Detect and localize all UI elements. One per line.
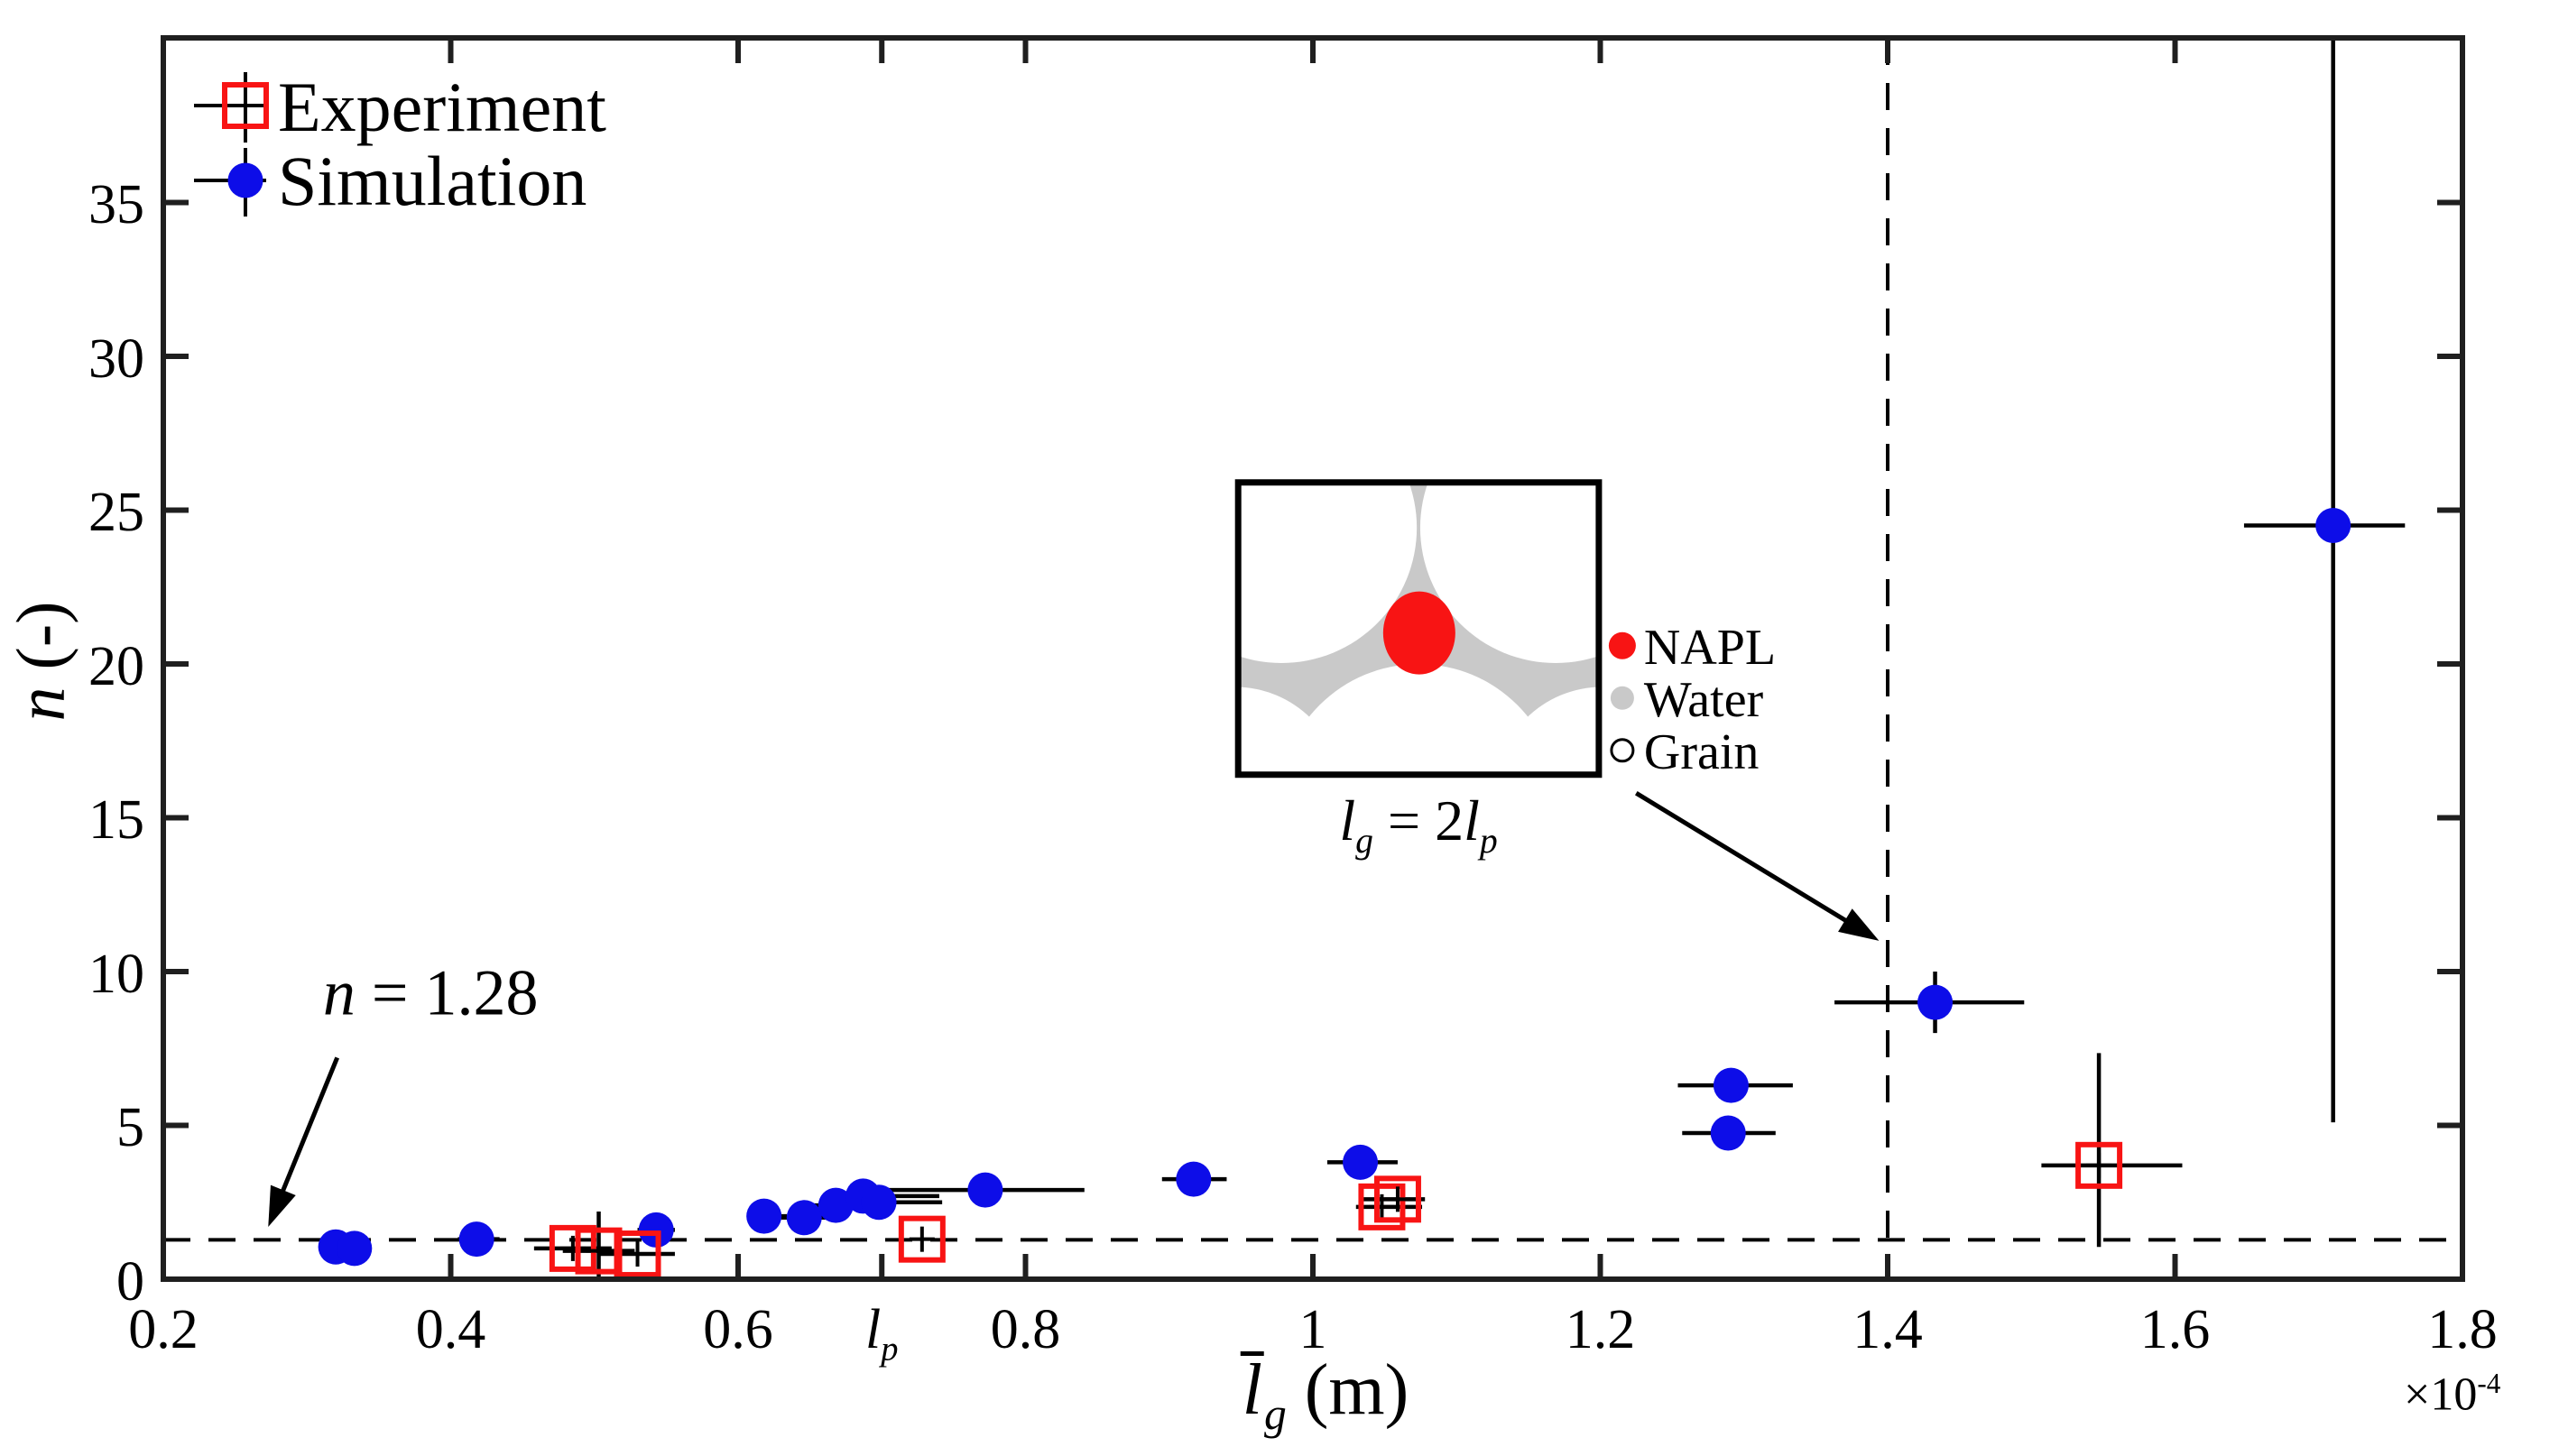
x-tick-label-1.8: 1.8: [2427, 1299, 2498, 1360]
inset-legend-label-napl: NAPL: [1643, 619, 1777, 676]
legend-label-experiment: Experiment: [278, 72, 606, 143]
inset-grain-circle: [1281, 664, 1556, 775]
experiment-point: [898, 1215, 946, 1263]
experiment-point: [2075, 1141, 2123, 1189]
simulation-point: [1917, 984, 1954, 1020]
experiment-point: [549, 1224, 596, 1272]
x-tick-label-1: 1: [1298, 1299, 1327, 1360]
grain-circle: [1610, 738, 1635, 763]
x-tick-label-1.6: 1.6: [2139, 1299, 2211, 1360]
inset-caption-p: p: [1479, 820, 1498, 861]
inset-caption-l2: l: [1464, 788, 1480, 852]
inset-caption: lg = 2lp: [1339, 788, 1497, 862]
simulation-point: [1710, 1115, 1746, 1151]
experiment-point: [1358, 1183, 1406, 1230]
x-tick-label-lp: lp: [865, 1299, 899, 1368]
axes-frame: [161, 35, 2465, 1282]
legend-experiment-text: Experiment: [278, 68, 606, 146]
x-tick-label-0.8: 0.8: [990, 1299, 1061, 1360]
inset-legend-label-grain: Grain: [1643, 723, 1760, 780]
arrow-inset-pointer-head: [1838, 908, 1880, 941]
x-axis-var-sub: g: [1263, 1389, 1287, 1439]
simulation-point: [638, 1212, 674, 1248]
reference-lines: [163, 38, 2462, 1279]
y-tick-label-20: 20: [88, 635, 144, 697]
simulation-point: [861, 1184, 897, 1221]
legend-simulation-marker: [227, 162, 263, 198]
y-tick-label-35: 35: [88, 174, 144, 236]
arrow-inset-pointer-line: [1635, 791, 1862, 932]
y-tick-label-5: 5: [116, 1097, 144, 1159]
annotation-arrows: [268, 791, 1880, 1228]
x-axis-var-overbar: l: [1240, 1351, 1264, 1426]
x-axis-exponent: ×10-4: [2404, 1368, 2500, 1421]
simulation-point: [1713, 1067, 1749, 1103]
x-tick-label-0.2: 0.2: [128, 1299, 199, 1360]
legend-label-simulation: Simulation: [278, 146, 587, 217]
y-tick-label-0: 0: [116, 1251, 144, 1313]
annotation-n-var: n: [322, 956, 356, 1029]
arrow-n-128-line: [274, 1056, 340, 1208]
simulation-point: [2315, 508, 2351, 544]
water-dot: [1610, 686, 1634, 710]
data-markers: [318, 508, 2351, 1278]
simulation-point: [458, 1221, 494, 1258]
simulation-point: [967, 1172, 1003, 1208]
inset-legend-markers: [1608, 631, 1636, 763]
inset-schematic: [1234, 479, 1603, 779]
inset-legend-label-water: Water: [1643, 671, 1764, 728]
x-tick-label-0.4: 0.4: [415, 1299, 486, 1360]
x-tick-label-1.4: 1.4: [1852, 1299, 1923, 1360]
main-legend-markers: [194, 72, 269, 217]
inset-caption-l: l: [1339, 788, 1356, 852]
inset-grain-circle: [1238, 687, 1341, 775]
napl-dot: [1608, 631, 1636, 659]
simulation-point: [746, 1198, 782, 1234]
annotation-n-value: = 1.28: [355, 956, 539, 1029]
x-exponent-base: ×10: [2404, 1368, 2478, 1421]
simulation-point: [818, 1187, 854, 1223]
inset-caption-eq: = 2: [1373, 788, 1464, 852]
x-tick-label-1.2: 1.2: [1565, 1299, 1636, 1360]
simulation-point: [1343, 1144, 1379, 1180]
inset-caption-g: g: [1355, 820, 1373, 861]
x-axis-label: lg (m): [1240, 1350, 1409, 1440]
simulation-point: [786, 1200, 822, 1236]
x-exponent-power: -4: [2477, 1368, 2501, 1399]
inset-grain-circle: [1238, 482, 1418, 663]
arrow-n-128-head: [268, 1184, 296, 1228]
x-axis-var: l: [1242, 1350, 1262, 1430]
legend-experiment-marker: [222, 82, 269, 129]
simulation-point: [337, 1230, 373, 1267]
inset-grain-circle: [1419, 482, 1599, 663]
y-tick-label-30: 30: [88, 327, 144, 390]
y-tick-label-15: 15: [88, 789, 144, 852]
experiment-point: [1373, 1175, 1421, 1223]
simulation-point: [1176, 1161, 1212, 1197]
inset-napl-blob: [1382, 591, 1455, 675]
x-axis-unit: (m): [1286, 1350, 1409, 1430]
x-tick-label-0.6: 0.6: [703, 1299, 773, 1360]
y-tick-label-25: 25: [88, 482, 144, 544]
y-tick-label-10: 10: [88, 943, 144, 1005]
experiment-point: [614, 1230, 661, 1278]
legend-simulation-text: Simulation: [278, 142, 587, 220]
inset-grain-circle: [1496, 687, 1599, 775]
inset-content: [1238, 482, 1599, 775]
inset-border: [1234, 479, 1603, 779]
annotation-n-128: n = 1.28: [323, 955, 539, 1030]
experiment-point: [575, 1227, 623, 1275]
